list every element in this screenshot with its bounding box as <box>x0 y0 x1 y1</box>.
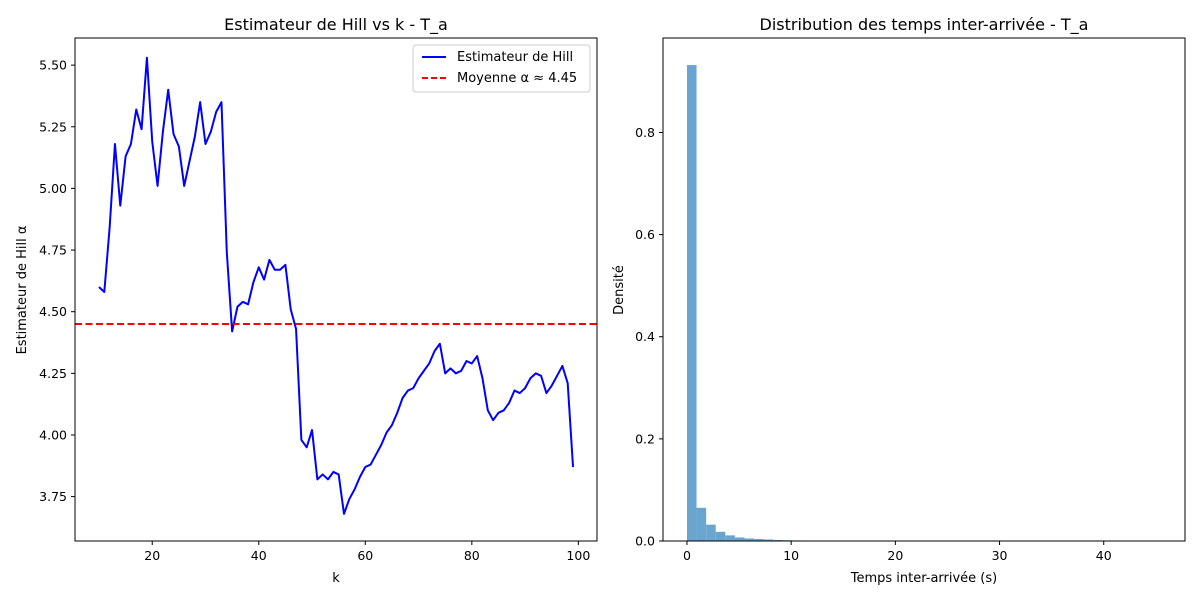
y-tick-label: 0.2 <box>635 431 655 446</box>
axes-frame <box>74 37 598 542</box>
x-tick-label: 40 <box>1096 548 1112 563</box>
x-tick-label: 30 <box>992 548 1008 563</box>
x-axis-label: k <box>332 571 340 586</box>
histogram-bar <box>734 537 745 541</box>
legend-box <box>412 44 591 93</box>
x-tick-label: 10 <box>783 548 799 563</box>
hill-estimator-line <box>98 56 575 515</box>
y-tick-label: 5.50 <box>39 58 67 73</box>
histogram-bar <box>725 535 735 541</box>
x-axis-label: Temps inter-arrivée (s) <box>850 571 997 586</box>
histogram-bar <box>706 524 716 541</box>
histogram-bar <box>696 507 707 541</box>
plot-area: 0 10 20 30 40 0.0 0.2 0.4 0.6 0.8 <box>635 65 1167 563</box>
x-tick-label: 80 <box>464 548 480 563</box>
histogram-bar <box>686 65 697 541</box>
y-axis-label: Estimateur de Hill α <box>15 226 30 355</box>
histogram-bar <box>773 539 783 541</box>
y-tick-label: 0.6 <box>635 227 655 242</box>
legend-label-hill: Estimateur de Hill <box>457 50 573 65</box>
y-tick-label: 4.75 <box>39 243 67 258</box>
x-tick-label: 40 <box>251 548 267 563</box>
histogram-bar <box>715 531 726 541</box>
axes-frame <box>662 37 1186 542</box>
x-tick-label: 20 <box>887 548 903 563</box>
y-tick-label: 3.75 <box>39 489 67 504</box>
y-tick-label: 0.0 <box>635 534 655 549</box>
histogram-bar <box>744 538 755 541</box>
y-tick-label: 4.25 <box>39 366 67 381</box>
y-tick-label: 4.50 <box>39 304 67 319</box>
histogram-bar <box>754 538 764 541</box>
histogram-bar <box>763 539 774 541</box>
y-tick-label: 4.00 <box>39 427 67 442</box>
hill-estimator-chart: Estimateur de Hill vs k - T_a k Estimate… <box>15 15 598 586</box>
legend-label-mean: Moyenne α ≈ 4.45 <box>457 71 577 86</box>
chart-title: Distribution des temps inter-arrivée - T… <box>760 15 1089 35</box>
y-tick-label: 5.00 <box>39 181 67 196</box>
y-tick-label: 0.4 <box>635 329 655 344</box>
plot-area: 20 40 60 80 100 3.75 4.00 4.25 4.50 4.75 5.00 5.25 5… <box>39 56 597 563</box>
y-axis-label: Densité <box>612 265 627 315</box>
y-tick-label: 0.8 <box>635 125 655 140</box>
x-tick-label: 0 <box>683 548 691 563</box>
x-tick-label: 20 <box>144 548 160 563</box>
x-tick-label: 60 <box>357 548 373 563</box>
x-tick-label: 100 <box>566 548 590 563</box>
inter-arrival-histogram: Distribution des temps inter-arrivée - T… <box>612 15 1186 586</box>
y-tick-label: 5.25 <box>39 119 67 134</box>
legend: Estimateur de Hill Moyenne α ≈ 4.45 <box>412 44 591 93</box>
chart-title: Estimateur de Hill vs k - T_a <box>224 15 448 35</box>
